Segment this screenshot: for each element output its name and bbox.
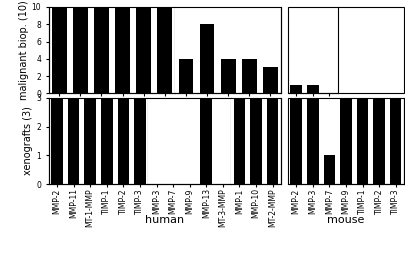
Bar bbox=[290, 98, 301, 184]
Bar bbox=[52, 7, 66, 93]
Bar bbox=[233, 98, 245, 184]
Bar bbox=[323, 155, 334, 184]
Text: mouse: mouse bbox=[326, 215, 364, 225]
Bar bbox=[220, 59, 235, 93]
Bar bbox=[339, 98, 351, 184]
Y-axis label: malignant biop. (10): malignant biop. (10) bbox=[19, 0, 29, 100]
Bar bbox=[84, 98, 96, 184]
Bar bbox=[290, 85, 301, 93]
Bar bbox=[372, 98, 384, 184]
Bar bbox=[101, 98, 112, 184]
Bar bbox=[199, 24, 214, 93]
Bar bbox=[389, 98, 401, 184]
Text: human: human bbox=[145, 215, 184, 225]
Bar bbox=[68, 98, 79, 184]
Bar bbox=[306, 98, 318, 184]
Bar bbox=[157, 7, 172, 93]
Bar bbox=[200, 98, 211, 184]
Bar bbox=[117, 98, 129, 184]
Bar bbox=[241, 59, 256, 93]
Bar bbox=[73, 7, 87, 93]
Bar bbox=[356, 98, 367, 184]
Y-axis label: xenografts (3): xenografts (3) bbox=[23, 107, 33, 175]
Bar bbox=[262, 68, 277, 93]
Bar bbox=[134, 98, 145, 184]
Bar bbox=[178, 59, 193, 93]
Bar bbox=[266, 98, 278, 184]
Bar bbox=[249, 98, 261, 184]
Bar bbox=[115, 7, 130, 93]
Bar bbox=[51, 98, 63, 184]
Bar bbox=[306, 85, 318, 93]
Bar bbox=[94, 7, 109, 93]
Bar bbox=[136, 7, 151, 93]
